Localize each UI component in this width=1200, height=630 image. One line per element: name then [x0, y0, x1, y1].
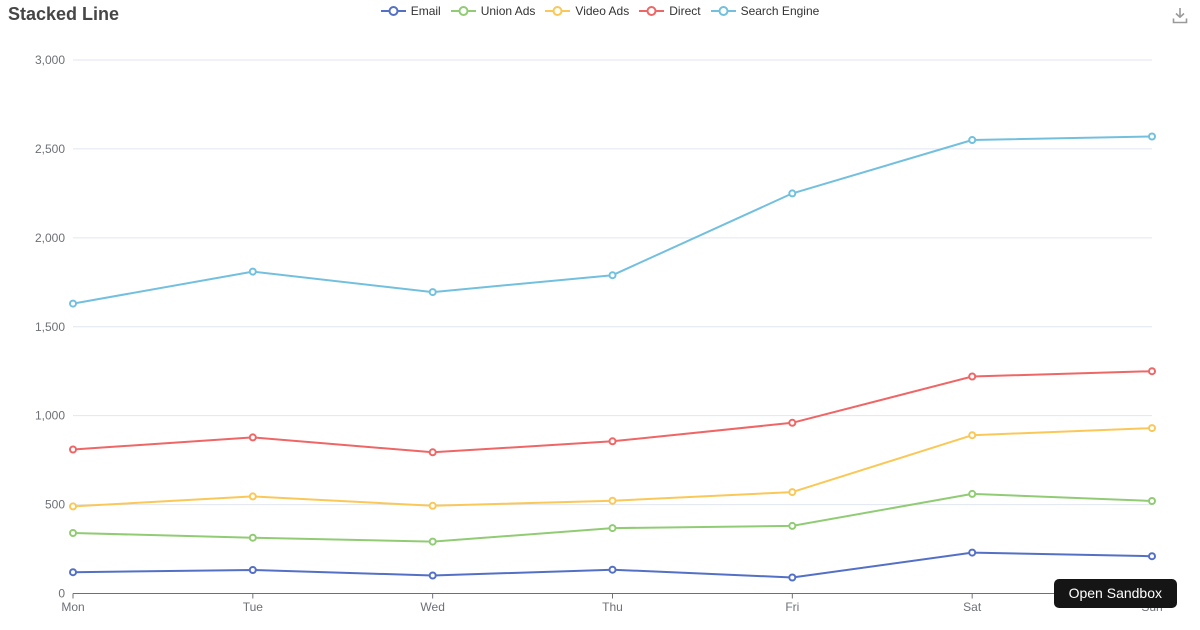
x-axis-tick-label: Mon [61, 600, 84, 614]
legend-item-search-engine[interactable]: Search Engine [710, 4, 820, 18]
legend-label: Video Ads [575, 4, 630, 18]
y-axis-tick-label: 1,000 [35, 409, 65, 423]
data-point-direct [428, 448, 437, 457]
data-point-video-ads [428, 501, 437, 510]
data-point-email [69, 568, 77, 577]
download-icon [1172, 8, 1188, 24]
data-point-direct [248, 433, 257, 442]
series-direct [69, 367, 1156, 457]
legend-item-email[interactable]: Email [380, 4, 441, 18]
legend-item-union-ads[interactable]: Union Ads [450, 4, 536, 18]
x-axis: MonTueWedThuFriSatSun [61, 593, 1163, 614]
x-axis-tick-label: Wed [420, 600, 444, 614]
data-point-email [428, 571, 437, 580]
data-point-email [248, 566, 257, 574]
legend-marker-video-ads-icon [545, 6, 571, 16]
data-point-union-ads [248, 533, 257, 542]
x-axis-tick-label: Fri [785, 600, 799, 614]
data-point-direct [1148, 367, 1156, 376]
series-video-ads [69, 424, 1156, 511]
legend-marker-search-engine-icon [710, 6, 736, 16]
data-point-union-ads [608, 524, 617, 533]
y-axis-tick-label: 1,500 [35, 320, 65, 334]
data-point-search-engine [968, 136, 977, 144]
data-point-email [788, 573, 797, 582]
data-point-direct [608, 437, 617, 446]
y-axis-tick-label: 2,500 [35, 142, 65, 156]
data-point-union-ads [1148, 497, 1156, 505]
x-axis-tick-label: Sat [963, 600, 982, 614]
y-axis-tick-label: 3,000 [35, 53, 65, 67]
legend-marker-email-icon [380, 6, 406, 16]
y-axis-labels: 0 500 1,000 1,500 2,000 2,500 3,000 [35, 53, 65, 601]
data-point-video-ads [608, 496, 617, 505]
data-point-direct [788, 418, 797, 427]
data-point-email [1148, 552, 1156, 561]
legend-label: Union Ads [480, 4, 536, 18]
data-point-search-engine [69, 299, 77, 308]
series-union-ads [69, 489, 1156, 546]
legend-item-video-ads[interactable]: Video Ads [545, 4, 629, 18]
data-point-search-engine [608, 271, 617, 280]
legend-label: Search Engine [740, 4, 820, 18]
data-point-direct [69, 445, 77, 454]
data-point-direct [968, 372, 977, 381]
legend-item-direct[interactable]: Direct [639, 4, 701, 18]
data-point-video-ads [248, 492, 257, 501]
series-email-line [72, 551, 1153, 579]
legend-marker-union-ads-icon [450, 6, 476, 16]
data-point-video-ads [1148, 424, 1156, 433]
y-axis-tick-label: 0 [58, 587, 65, 601]
x-axis-tick-label: Thu [602, 600, 623, 614]
y-axis-tick-label: 500 [45, 498, 65, 512]
data-point-union-ads [69, 529, 77, 537]
data-point-video-ads [69, 502, 77, 511]
x-axis-tick-label: Tue [243, 600, 264, 614]
data-point-search-engine [428, 288, 437, 297]
series-email [69, 548, 1156, 582]
data-point-video-ads [788, 488, 797, 497]
data-point-video-ads [968, 431, 977, 440]
save-as-image-button[interactable] [1169, 5, 1191, 27]
data-point-search-engine [248, 267, 257, 276]
data-point-union-ads [428, 537, 437, 546]
data-point-search-engine [1148, 132, 1156, 141]
chart-title: Stacked Line [8, 4, 120, 24]
legend-label: Email [410, 4, 441, 18]
data-point-union-ads [968, 489, 977, 498]
series-search-engine [69, 132, 1156, 308]
legend: Email Union Ads Video Ads Direct Search Engi… [0, 4, 1200, 18]
legend-marker-direct-icon [639, 6, 665, 16]
data-point-search-engine [788, 189, 797, 198]
legend-label: Direct [669, 4, 701, 18]
data-point-email [968, 548, 977, 557]
data-point-union-ads [788, 521, 797, 530]
open-sandbox-button[interactable]: Open Sandbox [1053, 579, 1177, 608]
data-point-email [608, 565, 617, 574]
y-axis-tick-label: 2,000 [35, 231, 65, 245]
